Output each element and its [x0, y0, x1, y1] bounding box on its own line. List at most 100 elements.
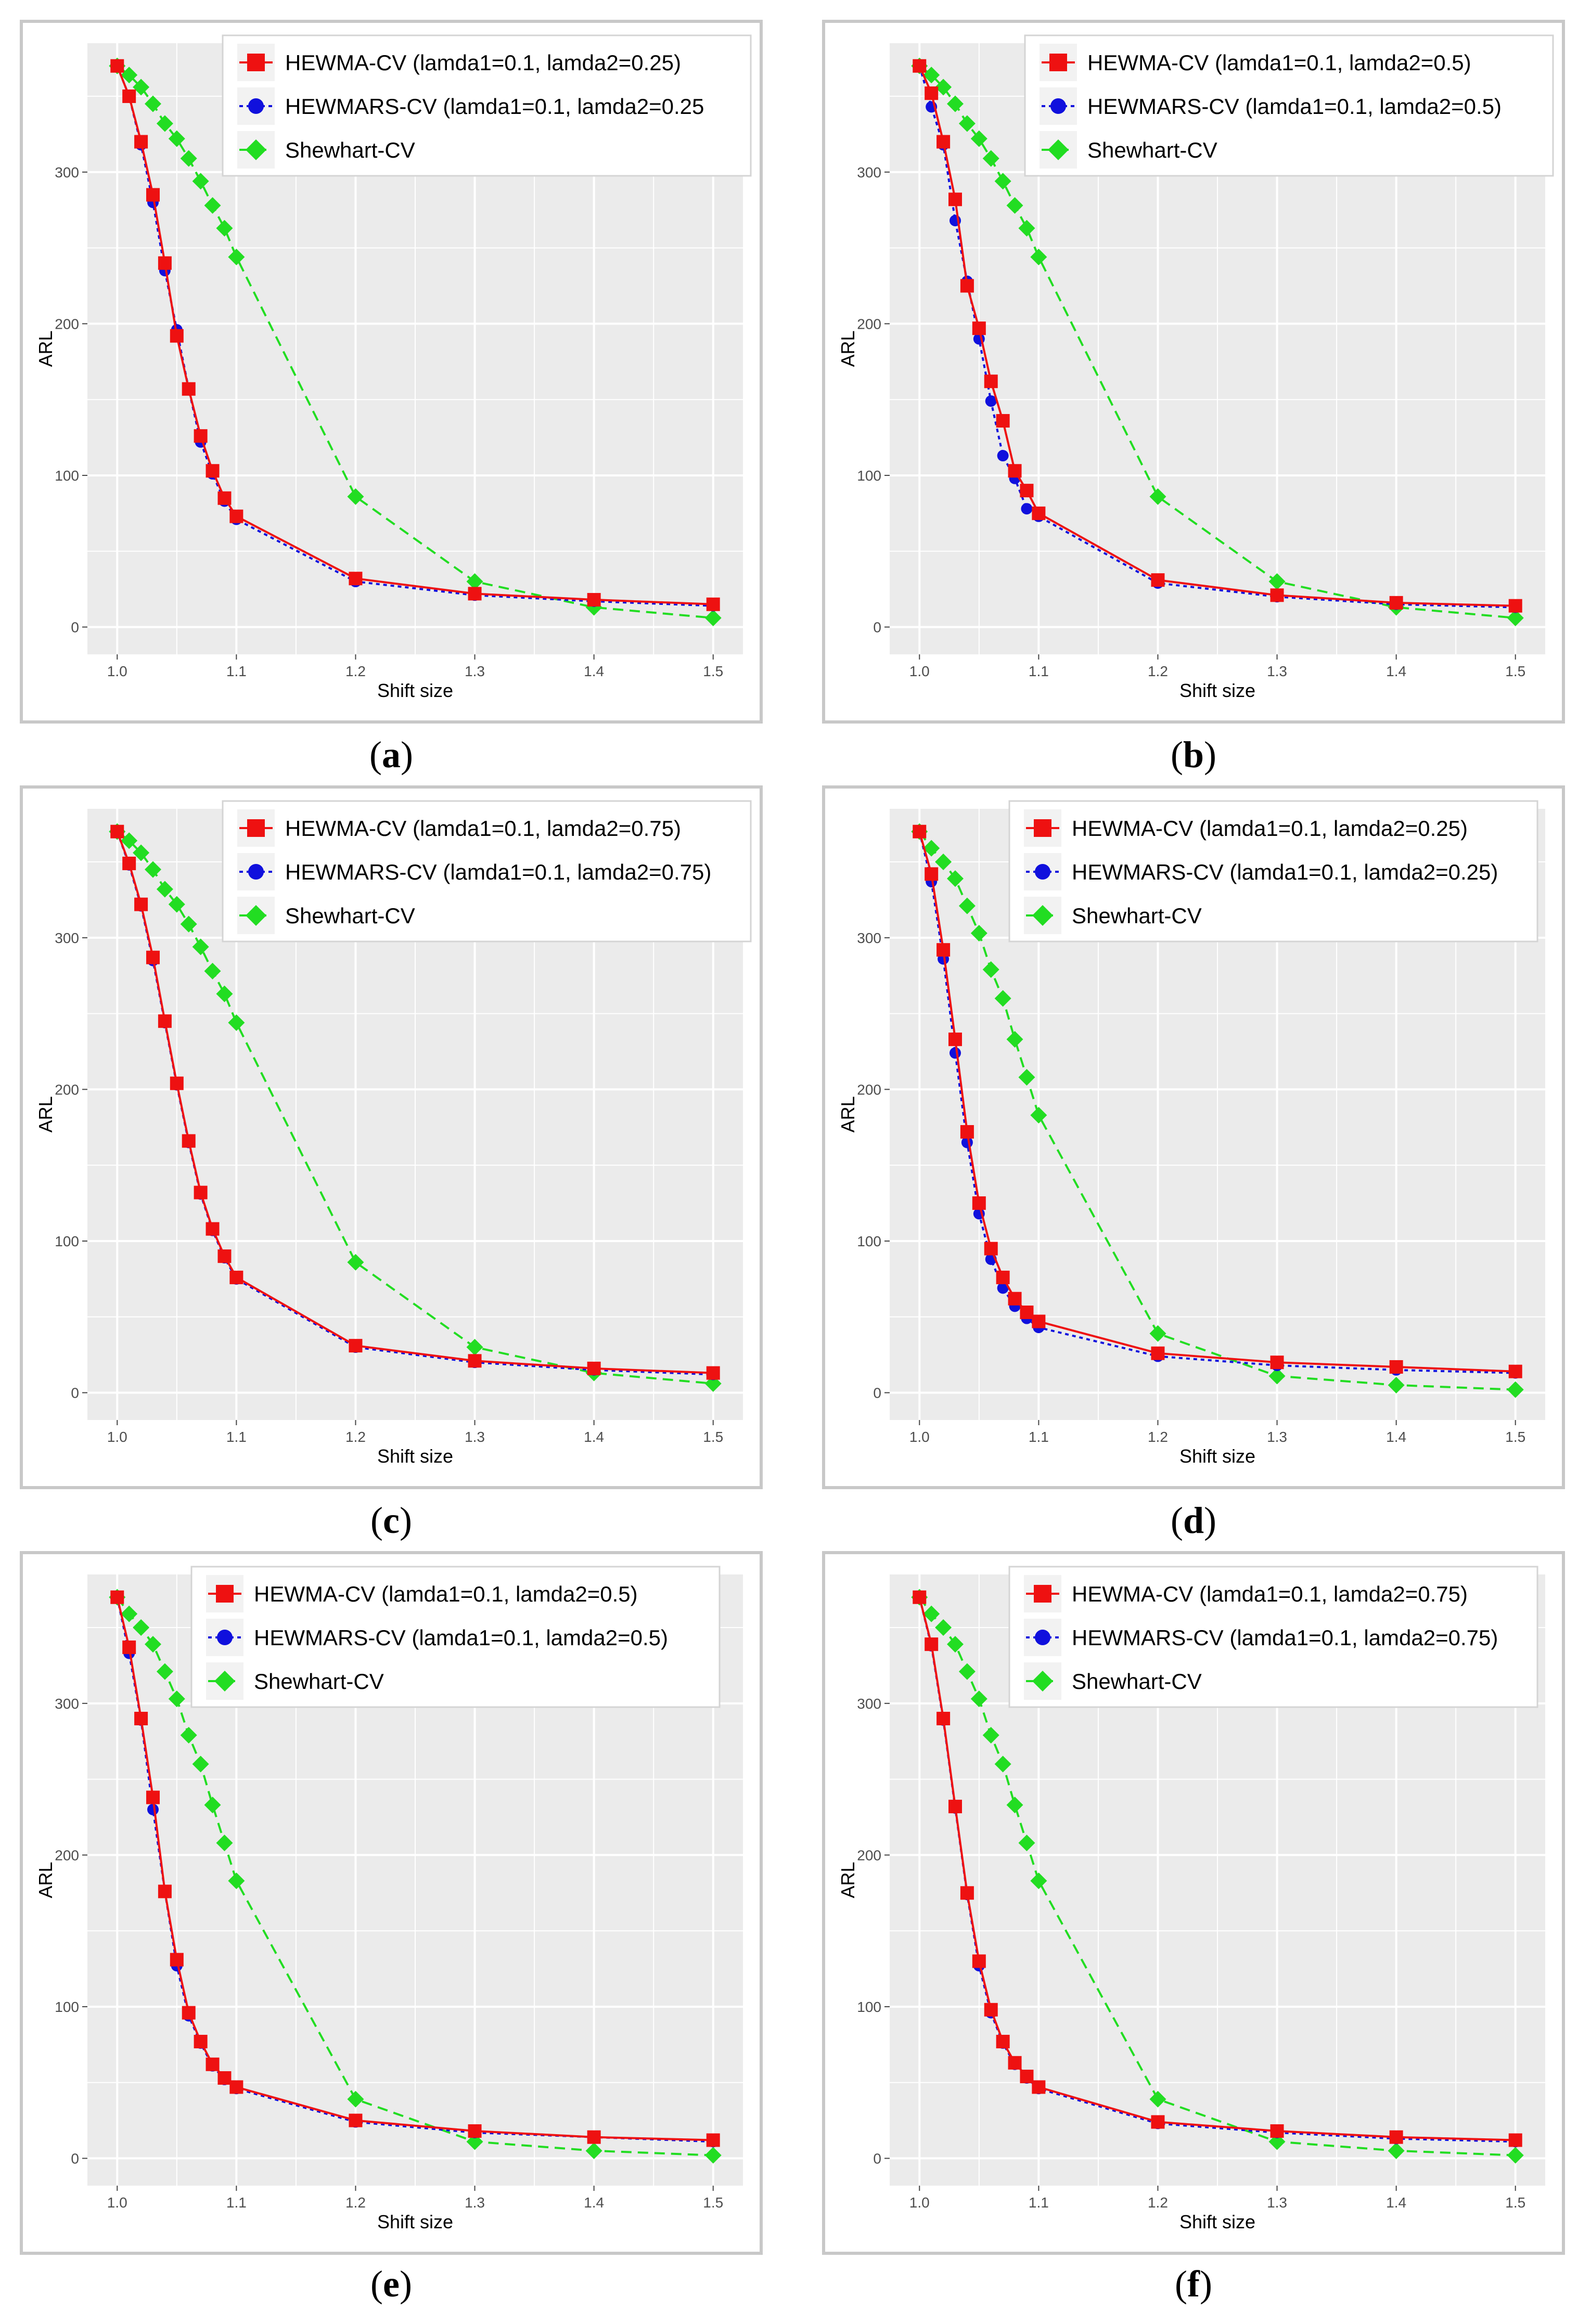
x-tick-label: 1.1	[1029, 663, 1049, 679]
x-tick-label: 1.0	[909, 2194, 930, 2211]
data-point-hewmars	[985, 395, 997, 407]
legend-key-marker-shewhart	[246, 139, 266, 160]
data-point-shewhart	[935, 79, 952, 96]
y-axis-title: ARL	[35, 1862, 56, 1898]
legend-label-shewhart: Shewhart-CV	[285, 138, 415, 162]
y-tick-label: 100	[55, 1999, 79, 2015]
data-point-hewma	[194, 1185, 208, 1199]
data-point-hewma	[122, 856, 136, 870]
data-point-hewma	[110, 824, 124, 838]
data-point-hewma	[913, 824, 927, 838]
x-tick-label: 1.2	[345, 2194, 366, 2211]
y-tick-label: 300	[857, 930, 881, 946]
data-point-hewma	[110, 59, 124, 73]
data-point-shewhart	[1006, 197, 1023, 214]
data-point-shewhart	[704, 2147, 722, 2164]
x-tick-label: 1.5	[1505, 2194, 1525, 2211]
data-point-hewma	[948, 1032, 962, 1047]
data-point-shewhart	[156, 881, 173, 898]
data-point-shewhart	[1006, 1797, 1023, 1814]
data-point-hewma	[1508, 599, 1522, 613]
chart-e: 1.0 1.1 1.2 1.3 1.4 1.5 0 100 200 300 Shift size AR…	[35, 1566, 743, 2232]
caption-e: (e)	[370, 2263, 412, 2305]
series-shewhart	[109, 57, 722, 627]
legend-key-marker-hewmars	[1050, 98, 1066, 114]
y-tick-label: 100	[55, 1233, 79, 1249]
data-point-shewhart	[947, 870, 964, 887]
data-point-hewma	[587, 1361, 601, 1375]
data-point-hewma	[984, 2003, 998, 2017]
data-point-hewma	[182, 1134, 196, 1148]
data-point-hewma	[996, 414, 1010, 428]
data-point-hewma	[194, 429, 208, 443]
data-point-hewma	[996, 1270, 1010, 1284]
gridlines	[890, 43, 1545, 654]
data-point-shewhart	[1268, 1367, 1286, 1385]
series-hewma	[110, 824, 720, 1380]
legend-key-marker-hewma	[247, 819, 265, 837]
data-point-hewma	[1151, 573, 1165, 587]
data-point-hewma	[134, 897, 148, 911]
x-tick-label: 1.3	[465, 663, 485, 679]
legend-key-marker-shewhart	[1032, 905, 1053, 926]
legend-label-hewma: HEWMA-CV (lamda1=0.1, lamda2=0.5)	[254, 1582, 638, 1606]
x-tick-label: 1.5	[1505, 1429, 1525, 1445]
y-tick-label: 0	[71, 2151, 79, 2167]
data-point-hewma	[1008, 2056, 1022, 2070]
legend-label-hewmars: HEWMARS-CV (lamda1=0.1, lamda2=0.75)	[1072, 1625, 1498, 1650]
data-point-hewma	[960, 1125, 974, 1139]
legend-key-marker-hewmars	[1035, 864, 1050, 880]
data-point-shewhart	[970, 925, 987, 942]
legend: HEWMA-CV (lamda1=0.1, lamda2=0.75) HEWMAR…	[1008, 1566, 1538, 1708]
y-tick-label: 0	[873, 619, 881, 636]
x-tick-label: 1.3	[465, 2194, 485, 2211]
data-point-shewhart	[180, 150, 197, 167]
data-point-shewhart	[145, 1636, 161, 1653]
data-point-shewhart	[216, 1835, 233, 1852]
data-point-hewma	[134, 135, 148, 149]
data-point-shewhart	[585, 2142, 602, 2159]
data-point-hewma	[984, 375, 998, 389]
chart-c: 1.0 1.1 1.2 1.3 1.4 1.5 0 100 200 300 Shift size AR…	[35, 800, 752, 1467]
x-tick-label: 1.4	[1386, 663, 1406, 679]
data-point-shewhart	[228, 249, 245, 266]
data-point-shewhart	[204, 962, 221, 979]
caption-c: (c)	[370, 1500, 412, 1541]
data-point-hewma	[1008, 1292, 1022, 1306]
x-axis-title: Shift size	[1179, 2211, 1255, 2232]
data-point-hewma	[229, 1270, 243, 1284]
x-axis-title: Shift size	[377, 1445, 453, 1467]
y-axis-title: ARL	[837, 330, 858, 367]
data-point-hewma	[194, 2035, 208, 2049]
data-point-hewmars	[997, 450, 1009, 462]
data-point-hewma	[706, 1366, 720, 1380]
data-point-hewma	[925, 867, 939, 881]
legend-label-hewma: HEWMA-CV (lamda1=0.1, lamda2=0.75)	[285, 816, 681, 841]
data-point-hewma	[948, 1800, 962, 1814]
y-axis-title: ARL	[837, 1096, 858, 1132]
data-point-hewma	[158, 1014, 172, 1028]
x-tick-label: 1.1	[226, 663, 247, 679]
legend: HEWMA-CV (lamda1=0.1, lamda2=0.75) HEWMAR…	[222, 800, 752, 942]
data-point-hewma	[936, 135, 951, 149]
x-tick-label: 1.4	[584, 663, 604, 679]
x-tick-label: 1.3	[1267, 663, 1287, 679]
data-point-hewma	[134, 1711, 148, 1725]
data-point-shewhart	[994, 990, 1011, 1007]
data-point-shewhart	[1507, 2147, 1524, 2164]
data-point-shewhart	[204, 197, 221, 214]
y-tick-label: 300	[55, 164, 79, 180]
legend-label-shewhart: Shewhart-CV	[1072, 903, 1202, 928]
legend: HEWMA-CV (lamda1=0.1, lamda2=0.25) HEWMAR…	[222, 34, 752, 177]
x-tick-label: 1.3	[1267, 2194, 1287, 2211]
data-point-shewhart	[466, 1339, 483, 1356]
data-point-shewhart	[1507, 610, 1524, 627]
data-point-shewhart	[1006, 1031, 1023, 1048]
data-point-shewhart	[1149, 488, 1166, 505]
series-hewma	[913, 824, 1522, 1378]
legend-key-marker-hewmars	[248, 98, 264, 114]
x-tick-label: 1.0	[107, 2194, 127, 2211]
legend-key-marker-shewhart	[246, 905, 266, 926]
legend-key-marker-hewmars	[248, 864, 264, 880]
x-tick-label: 1.5	[1505, 663, 1525, 679]
